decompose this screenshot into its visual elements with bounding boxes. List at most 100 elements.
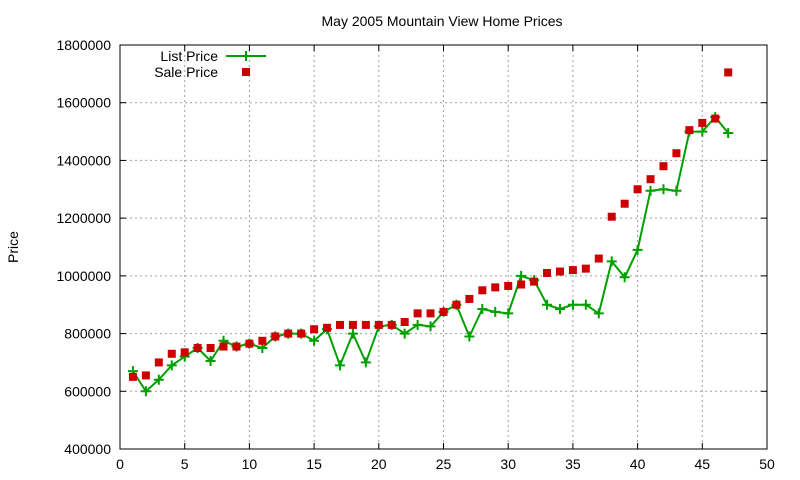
list-price-point — [723, 128, 734, 139]
sale-price-point — [141, 371, 150, 380]
list-price-point — [309, 335, 320, 346]
x-tick-label: 50 — [759, 456, 775, 472]
sale-price-point — [620, 199, 629, 208]
sale-price-point — [594, 254, 603, 263]
y-tick-label: 1200000 — [56, 210, 111, 226]
sale-price-point — [633, 185, 642, 194]
sale-price-point — [271, 332, 280, 341]
sale-price-point — [530, 277, 539, 286]
axis-ticks: 0 5 10 15 20 25 30 35 40 45 50 400000 600000 800000 10… — [56, 37, 775, 472]
sale-price-point — [646, 175, 655, 184]
sale-price-point — [206, 344, 215, 352]
legend-marker-list-price — [241, 51, 251, 61]
sale-price-point — [128, 372, 137, 381]
legend-label-list-price: List Price — [160, 48, 218, 64]
list-price-point — [153, 374, 164, 385]
list-price-point — [490, 306, 501, 317]
list-price-point — [606, 256, 617, 267]
sale-price-point — [374, 320, 383, 329]
legend-label-sale-price: Sale Price — [154, 64, 218, 80]
list-price-point — [140, 386, 151, 397]
x-tick-label: 30 — [500, 456, 516, 472]
sale-price-point — [310, 325, 319, 334]
sale-price-point — [323, 323, 332, 332]
list-price-point — [632, 244, 643, 255]
list-price-point — [542, 299, 553, 310]
sale-price-point — [348, 320, 357, 329]
sale-price-point — [659, 162, 668, 171]
sale-price-point — [452, 300, 461, 309]
list-price-point — [697, 126, 708, 137]
sale-price-point — [297, 329, 306, 338]
sale-price-point — [685, 126, 694, 135]
sale-price-point — [413, 309, 422, 318]
sale-price-point — [154, 358, 163, 367]
sale-price-point — [219, 342, 228, 351]
x-tick-label: 0 — [116, 456, 124, 472]
list-price-point — [658, 184, 669, 195]
sale-price-point — [504, 281, 513, 290]
sale-price-point — [258, 336, 267, 345]
list-price-point — [580, 299, 591, 310]
list-price-point — [205, 355, 216, 366]
y-axis-label: Price — [5, 231, 21, 263]
sale-price-point — [193, 344, 202, 352]
list-price-point — [399, 328, 410, 339]
x-tick-label: 45 — [695, 456, 711, 472]
y-tick-label: 1600000 — [56, 95, 111, 111]
y-tick-label: 1000000 — [56, 268, 111, 284]
sale-price-point — [698, 118, 707, 127]
x-tick-label: 20 — [371, 456, 387, 472]
sale-price-point — [568, 266, 577, 275]
sale-price-point — [491, 283, 500, 292]
sale-price-point — [335, 320, 344, 329]
sale-price-point — [711, 114, 720, 123]
list-price-point — [464, 331, 475, 342]
list-price-point — [477, 304, 488, 315]
x-tick-label: 25 — [436, 456, 452, 472]
y-tick-label: 800000 — [64, 326, 111, 342]
sale-price-point — [361, 320, 370, 329]
x-tick-label: 35 — [565, 456, 581, 472]
y-tick-label: 600000 — [64, 383, 111, 399]
sale-price-point — [517, 280, 526, 289]
sale-price-point — [672, 149, 681, 158]
sale-price-point — [439, 307, 448, 316]
list-price-point — [425, 321, 436, 332]
sale-price-point — [555, 267, 564, 276]
sale-price-point — [607, 212, 616, 221]
x-tick-label: 10 — [242, 456, 258, 472]
list-price-point — [347, 328, 358, 339]
list-price-point — [567, 299, 578, 310]
sale-price-point — [400, 318, 409, 327]
list-price-point — [412, 319, 423, 330]
list-price-point — [554, 304, 565, 315]
sale-price-point — [465, 294, 474, 303]
list-price-point — [671, 185, 682, 196]
sale-price-point — [724, 68, 733, 77]
sale-price-point — [387, 320, 396, 329]
list-price-point — [516, 270, 527, 281]
sale-price-point — [284, 329, 293, 338]
sale-price-point — [478, 286, 487, 295]
grid-lines — [120, 45, 767, 449]
x-tick-label: 5 — [181, 456, 189, 472]
chart-title: May 2005 Mountain View Home Prices — [322, 13, 563, 29]
sale-price-point — [180, 348, 189, 357]
list-price-point — [619, 272, 630, 283]
list-price-point — [334, 360, 345, 371]
legend-marker-sale-price — [242, 68, 250, 76]
list-price-point — [593, 308, 604, 319]
y-tick-label: 1800000 — [56, 37, 111, 53]
x-tick-label: 40 — [630, 456, 646, 472]
y-tick-label: 400000 — [64, 441, 111, 457]
sale-price-point — [581, 264, 590, 273]
x-tick-label: 15 — [306, 456, 322, 472]
list-price-point — [166, 360, 177, 371]
list-price-point — [503, 308, 514, 319]
list-price-point — [645, 185, 656, 196]
data-series — [127, 68, 734, 397]
y-tick-label: 1400000 — [56, 152, 111, 168]
sale-price-point — [232, 342, 241, 351]
